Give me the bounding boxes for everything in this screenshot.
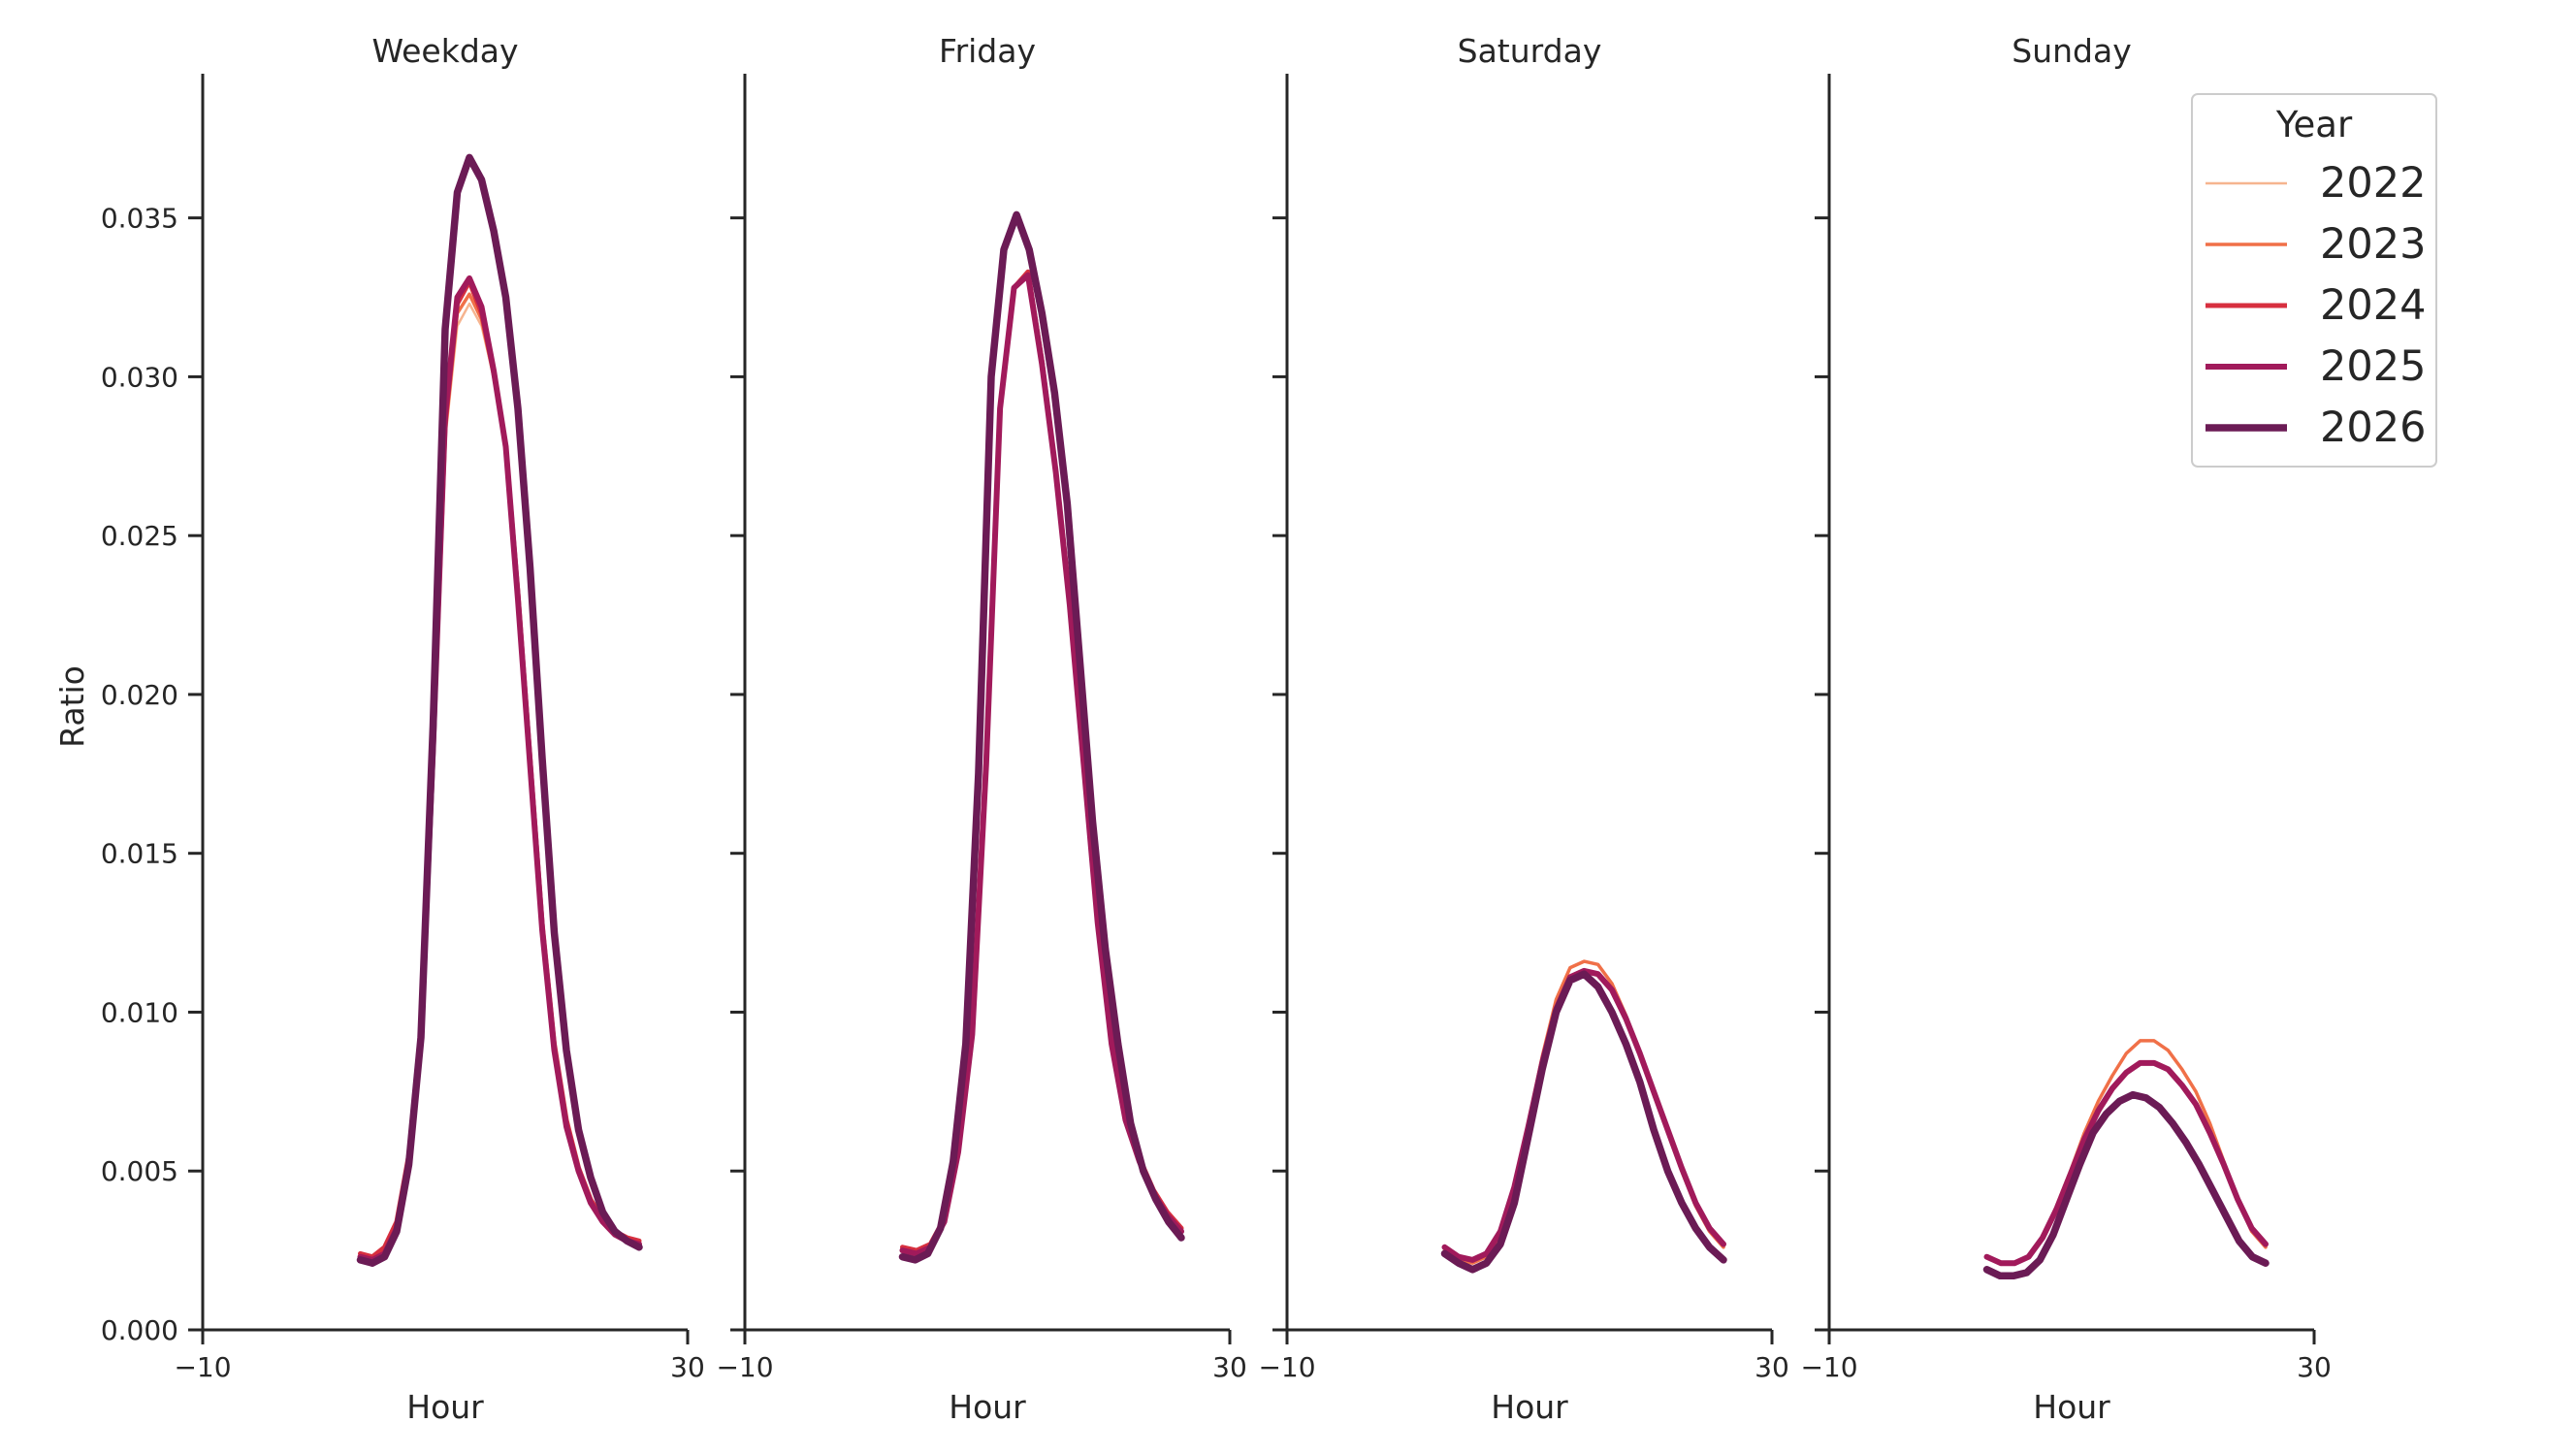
series-line-2023 xyxy=(358,292,641,1259)
series-line-2025 xyxy=(899,272,1184,1257)
legend-title: Year xyxy=(2275,104,2353,146)
x-tick-label: 30 xyxy=(1212,1351,1247,1383)
panel-friday: Friday −10 30 Hour xyxy=(716,32,1246,1426)
series-line-2026 xyxy=(898,210,1185,1264)
series-line-2026 xyxy=(1982,1090,2270,1280)
x-tick-label: 30 xyxy=(670,1351,705,1383)
y-tick-label: 0.005 xyxy=(101,1155,178,1187)
legend-label-2025: 2025 xyxy=(2320,342,2426,391)
y-tick-label: 0.000 xyxy=(101,1314,178,1346)
y-tick-label: 0.025 xyxy=(101,520,178,552)
y-tick-label: 0.030 xyxy=(101,361,178,393)
panel-sunday: Sunday −10 30 Hour xyxy=(1800,32,2331,1426)
x-tick-label: −10 xyxy=(716,1351,773,1383)
x-tick-label: 30 xyxy=(2297,1351,2332,1383)
series-line-2022 xyxy=(901,271,1183,1252)
series-line-2024 xyxy=(358,278,642,1260)
series-line-2023 xyxy=(900,270,1183,1252)
x-tick-label: 30 xyxy=(1755,1351,1789,1383)
series-line-2025 xyxy=(1983,1059,2269,1267)
y-tick-label: 0.035 xyxy=(101,203,178,235)
series-line-2026 xyxy=(1440,970,1727,1274)
legend-label-2026: 2026 xyxy=(2320,404,2426,452)
series-line-2025 xyxy=(357,275,642,1263)
panel-title: Weekday xyxy=(371,32,518,70)
series-line-2022 xyxy=(1443,959,1725,1265)
series-line-2025 xyxy=(1441,967,1726,1263)
legend-frame xyxy=(2191,93,2437,468)
x-tick-label: −10 xyxy=(1800,1351,1857,1383)
x-tick-label: −10 xyxy=(1258,1351,1315,1383)
legend-label-2023: 2023 xyxy=(2320,220,2426,269)
y-tick-label: 0.015 xyxy=(101,838,178,870)
panel-title: Friday xyxy=(939,32,1036,70)
panel-title: Saturday xyxy=(1458,32,1602,70)
y-axis-label: Ratio xyxy=(53,665,91,748)
series-line-2022 xyxy=(359,302,641,1258)
series-line-2024 xyxy=(1442,968,1726,1263)
x-tick-label: −10 xyxy=(174,1351,231,1383)
x-axis-label: Hour xyxy=(406,1388,484,1426)
series-line-2026 xyxy=(356,153,643,1267)
panel-saturday: Saturday −10 30 Hour xyxy=(1258,32,1788,1426)
y-tick-label: 0.020 xyxy=(101,679,178,711)
series-line-2024 xyxy=(900,269,1184,1253)
y-tick-label: 0.010 xyxy=(101,996,178,1028)
series-line-2023 xyxy=(1442,959,1725,1265)
panel-weekday: Weekday 0.000 0.005 0.010 0.015 0.020 0.025 0.0… xyxy=(101,32,705,1426)
legend-label-2024: 2024 xyxy=(2320,281,2426,330)
panel-title: Sunday xyxy=(2012,32,2131,70)
x-axis-label: Hour xyxy=(2033,1388,2110,1426)
legend: Year 2022 2023 2024 2025 2026 xyxy=(2191,93,2437,468)
x-axis-label: Hour xyxy=(1491,1388,1568,1426)
legend-label-2022: 2022 xyxy=(2320,159,2426,208)
x-axis-label: Hour xyxy=(949,1388,1026,1426)
